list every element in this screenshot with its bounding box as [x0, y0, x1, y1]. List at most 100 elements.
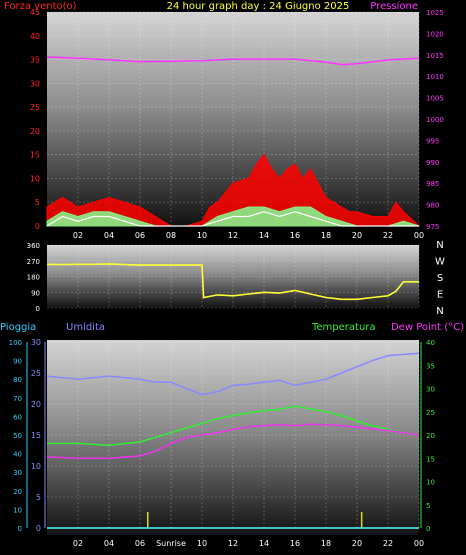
wind-x-ticks: 02 04 06 08 10 12 14 16 18 20 22 00: [73, 231, 424, 240]
humidity-series-line: [46, 352, 420, 396]
temperature-y-tick-label: 0: [426, 525, 430, 533]
temperature-x-tick-label: Sunrise: [156, 539, 186, 548]
temperature-y-tick-label: 5: [426, 502, 430, 510]
direction-y-ticks: 360 270 180 90 0: [27, 242, 40, 313]
wind-y-ticks: 0 5 10 15 20 25 30 35 40 45: [30, 8, 40, 231]
wind-x-tick-label: 22: [383, 231, 393, 240]
temperature-x-tick-label: 22: [383, 539, 393, 548]
direction-chart-grid: [47, 244, 420, 309]
wind-x-tick-label: 02: [73, 231, 83, 240]
dewpoint-series-line: [46, 423, 420, 460]
pressure-y-tick-label: 985: [426, 180, 439, 188]
temperature-y-tick-label: 15: [426, 455, 435, 463]
wind-x-tick-label: 06: [135, 231, 145, 240]
rain-y-tick-label: 50: [13, 432, 22, 440]
pressure-y-tick-label: 1010: [426, 73, 444, 81]
temperature-y-tick-label: 40: [426, 339, 435, 347]
pressure-y-tick-label: 995: [426, 137, 439, 145]
wind-y-tick-label: 45: [30, 8, 40, 17]
humidity-y-tick-label: 20: [31, 400, 41, 409]
wind-pressure-series: [46, 56, 421, 227]
temperature-x-tick-label: 20: [352, 539, 362, 548]
wind-axis-unit: (o): [63, 1, 77, 12]
rain-y-tick-label: 10: [13, 506, 22, 514]
temperature-x-tick-label: 00: [414, 539, 424, 548]
temperature-series: [46, 352, 420, 529]
temperature-header-label: Temperatura: [311, 322, 376, 333]
wind-x-tick-label: 10: [197, 231, 207, 240]
direction-y-tick-label: 180: [27, 274, 40, 282]
pressure-y-tick-label: 975: [426, 223, 439, 231]
direction-y-tick-label: 270: [27, 258, 40, 266]
temperature-y-tick-label: 30: [426, 386, 435, 394]
wind-x-tick-label: 04: [104, 231, 114, 240]
wind-x-tick-label: 18: [321, 231, 331, 240]
temperature-x-tick-label: 16: [290, 539, 300, 548]
humidity-y-tick-label: 5: [36, 493, 41, 502]
rain-y-tick-label: 70: [13, 395, 22, 403]
temperature-x-tick-label: 12: [228, 539, 238, 548]
direction-chart-background: [47, 245, 419, 308]
wind-x-tick-label: 14: [259, 231, 269, 240]
pressure-y-tick-label: 1005: [426, 95, 444, 103]
wind-x-tick-label: 12: [228, 231, 238, 240]
humidity-y-tick-label: 0: [36, 524, 41, 533]
wind-y-tick-label: 15: [30, 151, 40, 160]
direction-series-line: [46, 263, 419, 301]
compass-label: N: [436, 240, 443, 251]
temperature-x-ticks: 02 04 06 Sunrise 10 12 14 16 18 20 22 00: [73, 539, 424, 548]
rain-y-tick-label: 40: [13, 451, 22, 459]
wind-pressure-chart: Forza vento(o) 24 hour graph day : 24 Gi…: [4, 1, 444, 240]
humidity-y-tick-label: 30: [31, 338, 41, 347]
wind-y-tick-label: 40: [30, 32, 40, 41]
temperature-y-tick-label: 20: [426, 432, 435, 440]
humidity-y-tick-label: 15: [31, 431, 41, 440]
temperature-x-tick-label: 02: [73, 539, 83, 548]
compass-label: E: [437, 290, 443, 301]
wind-x-tick-label: 00: [414, 231, 424, 240]
rain-y-tick-label: 30: [13, 469, 22, 477]
pressure-y-tick-label: 1015: [426, 52, 444, 60]
wind-y-tick-label: 20: [30, 127, 40, 136]
wind-chart-title: 24 hour graph day : 24 Giugno 2025: [167, 1, 350, 12]
rain-y-ticks: 0 10 20 30 40 50 60 70 80 90 100: [9, 339, 28, 533]
wind-y-tick-label: 10: [30, 174, 40, 183]
temperature-chart-background: [47, 340, 419, 535]
rain-header-label: Pioggia: [0, 322, 36, 333]
temperature-series-line: [47, 405, 420, 446]
temperature-x-tick-label: 06: [135, 539, 145, 548]
temperature-y-ticks: 0 5 10 15 20 25 30 35 40: [420, 339, 435, 533]
direction-y-tick-label: 0: [36, 305, 40, 313]
rain-y-tick-label: 80: [13, 376, 22, 384]
rain-y-tick-label: 100: [9, 339, 22, 347]
compass-label: N: [436, 306, 443, 317]
temperature-humidity-chart: Pioggia Umidita Temperatura Dew Point (°…: [0, 322, 464, 548]
wind-y-tick-label: 35: [30, 56, 40, 65]
temperature-y-tick-label: 35: [426, 362, 435, 370]
rain-y-tick-label: 20: [13, 488, 22, 496]
pressure-y-tick-label: 1000: [426, 116, 444, 124]
humidity-header-label: Umidita: [66, 322, 105, 333]
direction-series: [46, 263, 419, 301]
wind-x-tick-label: 16: [290, 231, 300, 240]
wind-y-tick-label: 0: [35, 222, 40, 231]
pressure-y-ticks: 975 980 985 990 995 1000 1005 1010 1015 1020 1025: [426, 9, 444, 231]
rain-y-tick-label: 60: [13, 413, 22, 421]
wind-y-tick-label: 30: [30, 79, 40, 88]
rain-y-tick-label: 90: [13, 358, 22, 366]
wind-y-tick-label: 5: [35, 198, 40, 207]
wind-x-tick-label: 20: [352, 231, 362, 240]
temperature-y-tick-label: 10: [426, 479, 435, 487]
gust-series-area: [46, 153, 421, 227]
humidity-y-tick-label: 25: [31, 369, 41, 378]
pressure-y-tick-label: 1020: [426, 30, 444, 38]
direction-y-tick-label: 90: [31, 289, 40, 297]
pressure-series-line: [46, 56, 420, 66]
humidity-y-tick-label: 10: [31, 462, 41, 471]
temperature-x-tick-label: 18: [321, 539, 331, 548]
dewpoint-header-label: Dew Point (°C): [391, 322, 464, 333]
humidity-y-ticks: 0 5 10 15 20 25 30: [31, 338, 46, 533]
